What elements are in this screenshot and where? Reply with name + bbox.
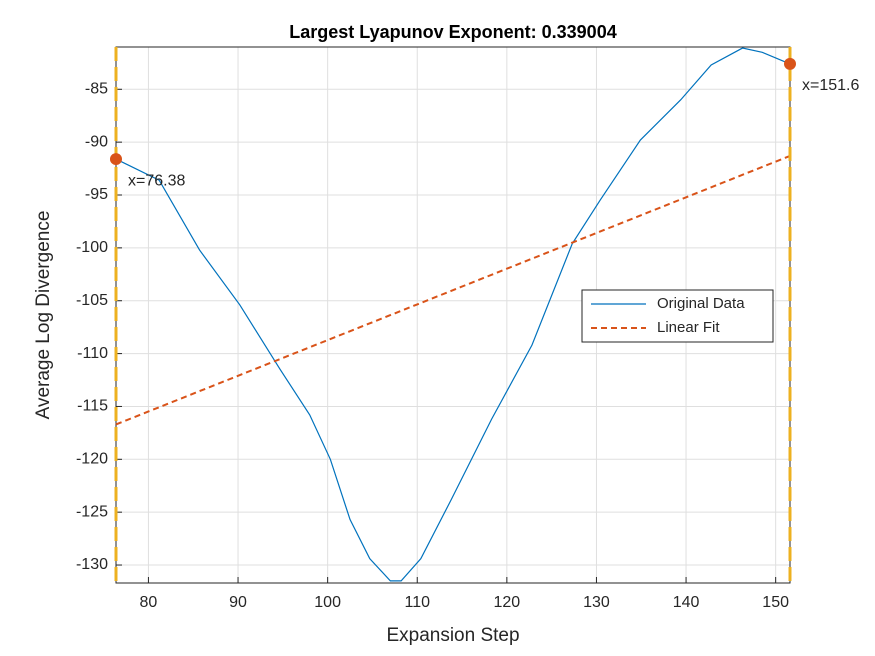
marker	[784, 57, 796, 70]
legend-box	[581, 289, 774, 343]
legend-label: Original Data	[657, 295, 745, 312]
y-tick-label: -110	[77, 345, 108, 362]
series-line	[115, 47, 791, 582]
y-tick-label: -115	[77, 398, 108, 415]
x-tick-label: 80	[140, 594, 158, 611]
marker-label: x=76.38	[128, 172, 185, 189]
x-tick-label: 120	[494, 594, 521, 611]
marker	[110, 153, 122, 166]
series-line	[115, 154, 791, 426]
x-tick-label: 90	[229, 594, 247, 611]
y-tick-label: -125	[76, 503, 108, 520]
y-tick-label: -105	[76, 292, 108, 309]
marker-label: x=151.6	[802, 77, 859, 94]
y-tick-label: -90	[85, 133, 108, 150]
x-axis-label: Expansion Step	[386, 625, 519, 646]
y-tick-label: -85	[85, 81, 108, 98]
legend-label: Linear Fit	[657, 319, 720, 336]
y-tick-label: -95	[85, 186, 108, 203]
chart-title: Largest Lyapunov Exponent: 0.339004	[289, 22, 616, 42]
x-tick-label: 100	[314, 594, 341, 611]
x-tick-label: 130	[583, 594, 610, 611]
x-tick-label: 150	[762, 594, 789, 611]
x-tick-label: 110	[404, 594, 430, 611]
y-tick-label: -100	[76, 239, 108, 256]
y-tick-label: -120	[76, 451, 108, 468]
x-tick-label: 140	[673, 594, 700, 611]
y-tick-label: -130	[76, 556, 108, 573]
y-axis-label: Average Log Divergence	[33, 211, 54, 420]
